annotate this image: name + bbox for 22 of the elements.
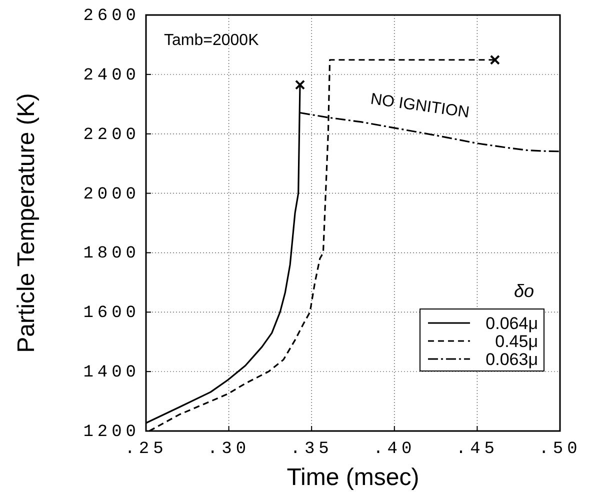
x-tick-label: .25 [124, 440, 168, 459]
legend-label: 0.45μ [495, 332, 538, 351]
y-tick-label: 1400 [83, 364, 140, 383]
legend-label: 0.064μ [486, 314, 538, 333]
x-tick-label: .40 [373, 440, 416, 459]
x-axis-title: Time (msec) [286, 464, 420, 491]
y-tick-label: 1600 [83, 304, 140, 324]
x-tick-label: .30 [207, 440, 250, 459]
y-tick-label: 2400 [83, 66, 140, 86]
x-tick-label: .45 [456, 440, 499, 459]
y-tick-label: 1800 [83, 244, 140, 264]
legend-title: δo [514, 281, 534, 301]
y-axis-title: Particle Temperature (K) [13, 93, 40, 353]
y-tick-label: 1200 [83, 423, 140, 442]
x-tick-label: .50 [538, 440, 582, 459]
legend-label: 0.063μ [486, 350, 538, 369]
y-tick-label: 2600 [83, 7, 140, 26]
x-tick-label: .35 [290, 440, 333, 459]
y-tick-label: 2000 [83, 185, 140, 204]
y-tick-label: 2200 [83, 126, 140, 145]
annotation: NO IGNITION [369, 90, 470, 122]
annotation: Tamb=2000K [164, 32, 260, 49]
